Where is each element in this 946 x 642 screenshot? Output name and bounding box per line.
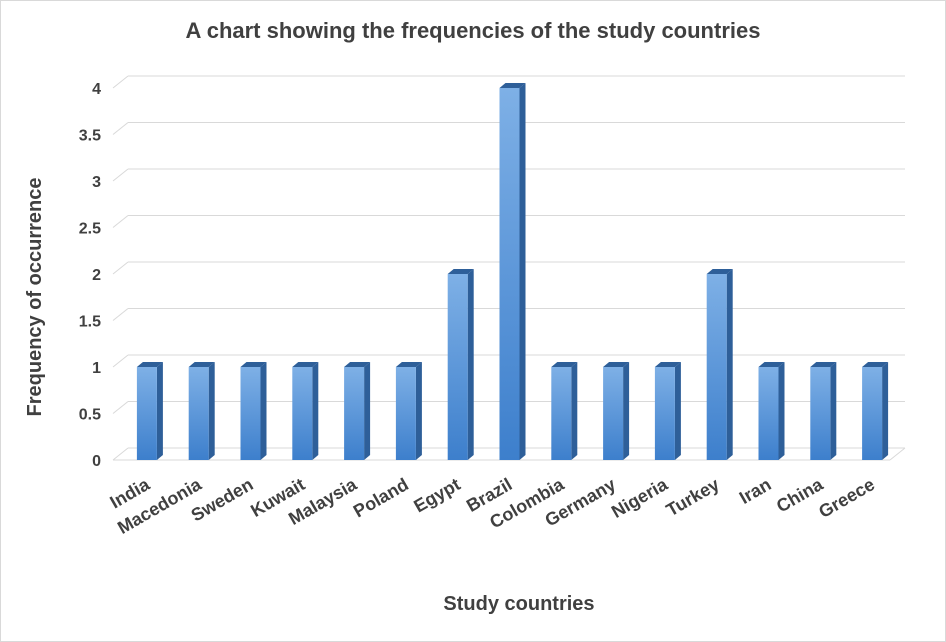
- y-tick-label: 0: [92, 453, 101, 470]
- bar-top: [188, 362, 215, 367]
- x-tick-label: Egypt: [410, 474, 463, 516]
- x-tick-label: Nigeria: [608, 474, 672, 522]
- bar: [344, 362, 371, 460]
- x-tick-label: Poland: [350, 474, 412, 521]
- gridline-depth: [112, 447, 129, 461]
- bar: [499, 83, 526, 460]
- chart-title: A chart showing the frequencies of the s…: [186, 18, 761, 43]
- bar-front: [862, 367, 883, 460]
- bar-top: [862, 362, 889, 367]
- bar-side: [674, 362, 681, 460]
- bar-side: [364, 362, 371, 460]
- bar-front: [654, 367, 675, 460]
- bar-side: [415, 362, 422, 460]
- bar-side: [467, 269, 474, 460]
- bar: [862, 362, 889, 460]
- gridline-depth: [112, 75, 129, 89]
- bar-front: [344, 367, 365, 460]
- y-tick-label: 3.5: [79, 128, 101, 145]
- bar-top: [654, 362, 681, 367]
- bar-side: [882, 362, 889, 460]
- bar-front: [292, 367, 313, 460]
- floor-edge-right: [889, 447, 906, 461]
- bar-top: [603, 362, 630, 367]
- x-axis-title: Study countries: [443, 593, 594, 615]
- bar: [240, 362, 267, 460]
- bar-side: [571, 362, 578, 460]
- gridline-depth: [112, 308, 129, 321]
- x-axis-labels: IndiaMacedoniaSwedenKuwaitMalaysiaPoland…: [107, 474, 879, 538]
- y-tick-label: 0.5: [79, 407, 101, 424]
- bar-top: [499, 83, 526, 88]
- y-tick-label: 3: [92, 174, 101, 191]
- bar: [395, 362, 422, 460]
- bar: [188, 362, 215, 460]
- bar-side: [260, 362, 267, 460]
- bar-top: [344, 362, 371, 367]
- bar: [654, 362, 681, 460]
- bar-front: [810, 367, 831, 460]
- bars: [136, 83, 889, 460]
- bar-front: [706, 274, 727, 460]
- gridline-depth: [112, 215, 129, 228]
- x-tick-label: Turkey: [663, 474, 723, 520]
- bar-top: [136, 362, 163, 367]
- bar-front: [447, 274, 468, 460]
- x-tick-label: Greece: [815, 474, 878, 522]
- bar-side: [519, 83, 526, 460]
- bar-top: [810, 362, 837, 367]
- bar-side: [156, 362, 163, 460]
- bar-side: [623, 362, 630, 460]
- y-tick-label: 2.5: [79, 221, 101, 238]
- bar-front: [188, 367, 209, 460]
- y-axis-title: Frequency of occurrence: [24, 178, 46, 417]
- bar: [758, 362, 785, 460]
- x-tick-label: Iran: [736, 474, 775, 508]
- bar-side: [778, 362, 785, 460]
- bar-top: [292, 362, 319, 367]
- bar-side: [830, 362, 837, 460]
- bar-top: [758, 362, 785, 367]
- bar: [603, 362, 630, 460]
- y-tick-label: 1.5: [79, 314, 101, 331]
- y-tick-label: 2: [92, 267, 101, 284]
- bar: [447, 269, 474, 460]
- bar-front: [499, 88, 520, 460]
- bar-side: [208, 362, 215, 460]
- bar: [810, 362, 837, 460]
- bar-front: [758, 367, 779, 460]
- gridline-depth: [112, 168, 129, 182]
- y-tick-label: 4: [92, 81, 101, 98]
- bar-top: [551, 362, 578, 367]
- bar: [292, 362, 319, 460]
- bar-front: [395, 367, 416, 460]
- bar: [136, 362, 163, 460]
- bar-front: [551, 367, 572, 460]
- y-axis-ticks: 0 0.5 1 1.5 2 2.5 3 3.5 4: [79, 81, 101, 470]
- bar-front: [240, 367, 261, 460]
- bar-front: [603, 367, 624, 460]
- gridline-depth: [112, 122, 129, 135]
- y-tick-label: 1: [92, 360, 101, 377]
- bar-top: [240, 362, 267, 367]
- gridline-depth: [112, 354, 129, 368]
- bar-front: [136, 367, 157, 460]
- gridline-depth: [112, 261, 129, 275]
- bar-top: [706, 269, 733, 274]
- bar-top: [447, 269, 474, 274]
- gridline-depth: [112, 401, 129, 414]
- bar: [706, 269, 733, 460]
- bar-side: [312, 362, 319, 460]
- bar: [551, 362, 578, 460]
- bar-side: [726, 269, 733, 460]
- bar-top: [395, 362, 422, 367]
